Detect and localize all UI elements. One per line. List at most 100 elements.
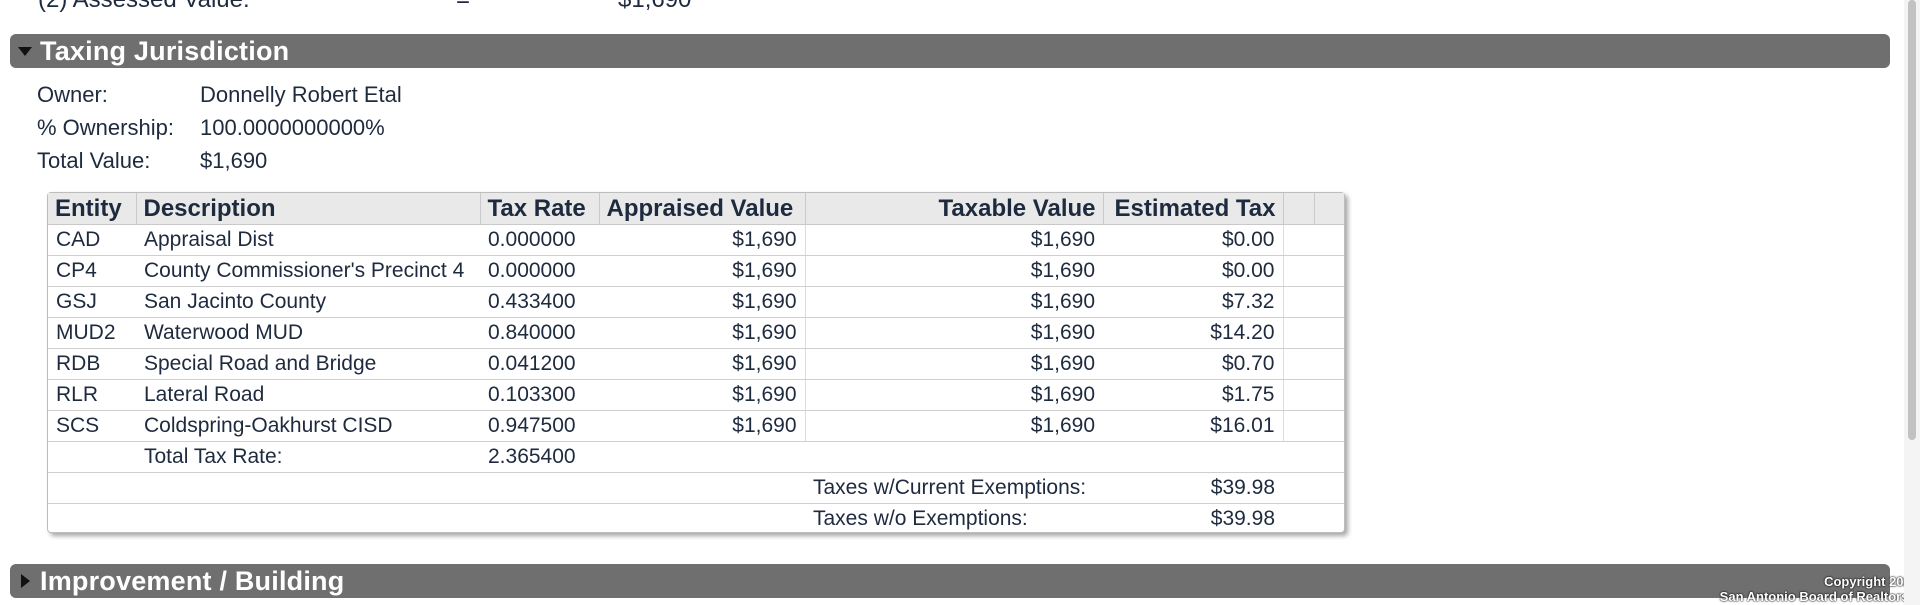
table-row: RDB Special Road and Bridge 0.041200 $1,… [48, 348, 1344, 380]
taxing-jurisdiction-header[interactable]: Taxing Jurisdiction [10, 34, 1890, 68]
taxes-current-exemptions-value: $39.98 [1103, 472, 1283, 504]
estimated-tax-cell: $14.20 [1103, 317, 1283, 349]
blank-cell [48, 441, 136, 473]
blank-cell [1282, 317, 1314, 349]
taxable-value-cell: $1,690 [804, 255, 1103, 287]
blank-cell [1314, 286, 1344, 318]
entity-cell: GSJ [48, 286, 136, 318]
estimated-tax-cell: $0.00 [1103, 224, 1283, 256]
tax-rate-cell: 0.000000 [480, 255, 599, 287]
estimated-tax-cell: $7.32 [1103, 286, 1283, 318]
blank-cell [1314, 379, 1344, 411]
description-cell: Appraisal Dist [136, 224, 480, 256]
total-tax-rate-row: Total Tax Rate: 2.365400 [48, 441, 1344, 473]
taxable-value-cell: $1,690 [804, 410, 1103, 442]
total-value-label: Total Value: [37, 148, 151, 173]
blank-cell [1314, 224, 1344, 256]
copyright-line-1: Copyright 2021 [1824, 574, 1918, 589]
total-tax-rate-label: Total Tax Rate: [136, 441, 480, 473]
description-cell: San Jacinto County [136, 286, 480, 318]
table-row: MUD2 Waterwood MUD 0.840000 $1,690 $1,69… [48, 317, 1344, 349]
tax-rate-cell: 0.947500 [480, 410, 599, 442]
tax-rate-cell: 0.103300 [480, 379, 599, 411]
tax-rate-cell: 0.041200 [480, 348, 599, 380]
blank-cell [599, 504, 805, 535]
entity-cell: MUD2 [48, 317, 136, 349]
taxes-without-exemptions-label: Taxes w/o Exemptions: [813, 507, 1028, 530]
header-taxable-value[interactable]: Taxable Value [805, 193, 1104, 225]
entity-cell: CAD [48, 224, 136, 256]
header-estimated-tax[interactable]: Estimated Tax [1103, 193, 1284, 225]
taxable-value-cell: $1,690 [804, 348, 1103, 380]
blank-cell [48, 504, 136, 535]
copyright-notice: Copyright 2021 San Antonio Board of Real… [1720, 574, 1918, 604]
appraised-value-cell: $1,690 [599, 224, 805, 256]
tax-rate-cell: 0.433400 [480, 286, 599, 318]
appraised-value-cell: $1,690 [599, 255, 805, 287]
taxable-value-cell: $1,690 [804, 317, 1103, 349]
taxable-value-cell: $1,690 [804, 224, 1103, 256]
estimated-tax-cell: $0.00 [1103, 255, 1283, 287]
appraised-value-cell: $1,690 [599, 317, 805, 349]
appraised-value-cell: $1,690 [599, 286, 805, 318]
estimated-tax-cell: $1.75 [1103, 379, 1283, 411]
taxes-current-exemptions-row: Taxes w/Current Exemptions: $39.98 [48, 472, 1344, 504]
entity-cell: CP4 [48, 255, 136, 287]
description-cell: Coldspring-Oakhurst CISD [136, 410, 480, 442]
blank-cell [136, 504, 480, 535]
header-blank-1 [1283, 193, 1315, 225]
owner-label: Owner: [37, 82, 108, 107]
triangle-down-icon[interactable] [18, 46, 32, 56]
table-row: SCS Coldspring-Oakhurst CISD 0.947500 $1… [48, 410, 1344, 442]
blank-cell [1282, 255, 1314, 287]
tax-rate-cell: 0.840000 [480, 317, 599, 349]
estimated-tax-cell: $16.01 [1103, 410, 1283, 442]
table-row: CAD Appraisal Dist 0.000000 $1,690 $1,69… [48, 224, 1344, 256]
triangle-right-icon[interactable] [21, 574, 30, 588]
header-tax-rate[interactable]: Tax Rate [480, 193, 600, 225]
description-cell: Waterwood MUD [136, 317, 480, 349]
tax-table-container: Entity Description Tax Rate Appraised Va… [47, 192, 1345, 533]
assessed-value-amount: $1,690 [618, 0, 691, 14]
blank-cell [1283, 441, 1314, 473]
blank-cell [599, 472, 805, 504]
description-cell: County Commissioner's Precinct 4 [136, 255, 480, 287]
description-cell: Lateral Road [136, 379, 480, 411]
assessed-value-label: (2) Assessed Value: [38, 0, 250, 14]
scrollbar-thumb[interactable] [1908, 0, 1916, 440]
table-row: GSJ San Jacinto County 0.433400 $1,690 $… [48, 286, 1344, 318]
total-tax-rate-value: 2.365400 [480, 441, 599, 473]
blank-cell [1314, 317, 1344, 349]
blank-cell [48, 472, 136, 504]
appraised-value-cell: $1,690 [599, 379, 805, 411]
copyright-line-2: San Antonio Board of Realtors® [1719, 589, 1918, 604]
tax-table: Entity Description Tax Rate Appraised Va… [48, 193, 1344, 534]
entity-cell: RDB [48, 348, 136, 380]
header-entity[interactable]: Entity [48, 193, 137, 225]
header-appraised-value[interactable]: Appraised Value [599, 193, 806, 225]
blank-cell [1282, 410, 1314, 442]
improvement-building-header[interactable]: Improvement / Building [10, 564, 1890, 598]
improvement-building-title: Improvement / Building [40, 565, 345, 596]
blank-cell [136, 472, 480, 504]
blank-cell [1282, 348, 1314, 380]
table-row: RLR Lateral Road 0.103300 $1,690 $1,690 … [48, 379, 1344, 411]
entity-cell: RLR [48, 379, 136, 411]
blank-cell [1283, 472, 1314, 504]
table-header-row: Entity Description Tax Rate Appraised Va… [48, 193, 1344, 225]
total-value-amount: $1,690 [200, 148, 268, 173]
ownership-value: 100.0000000000% [200, 115, 385, 140]
blank-cell [480, 504, 599, 535]
header-description[interactable]: Description [136, 193, 481, 225]
blank-cell [1314, 504, 1344, 535]
ownership-label: % Ownership: [37, 115, 174, 140]
estimated-tax-cell: $0.70 [1103, 348, 1283, 380]
entity-cell: SCS [48, 410, 136, 442]
table-row: CP4 County Commissioner's Precinct 4 0.0… [48, 255, 1344, 287]
taxes-current-exemptions-label: Taxes w/Current Exemptions: [805, 472, 1103, 504]
header-blank-2 [1314, 193, 1344, 225]
taxing-jurisdiction-title: Taxing Jurisdiction [40, 35, 290, 66]
blank-cell [480, 472, 599, 504]
vertical-scrollbar[interactable] [1904, 0, 1920, 605]
blank-cell [805, 441, 1103, 473]
